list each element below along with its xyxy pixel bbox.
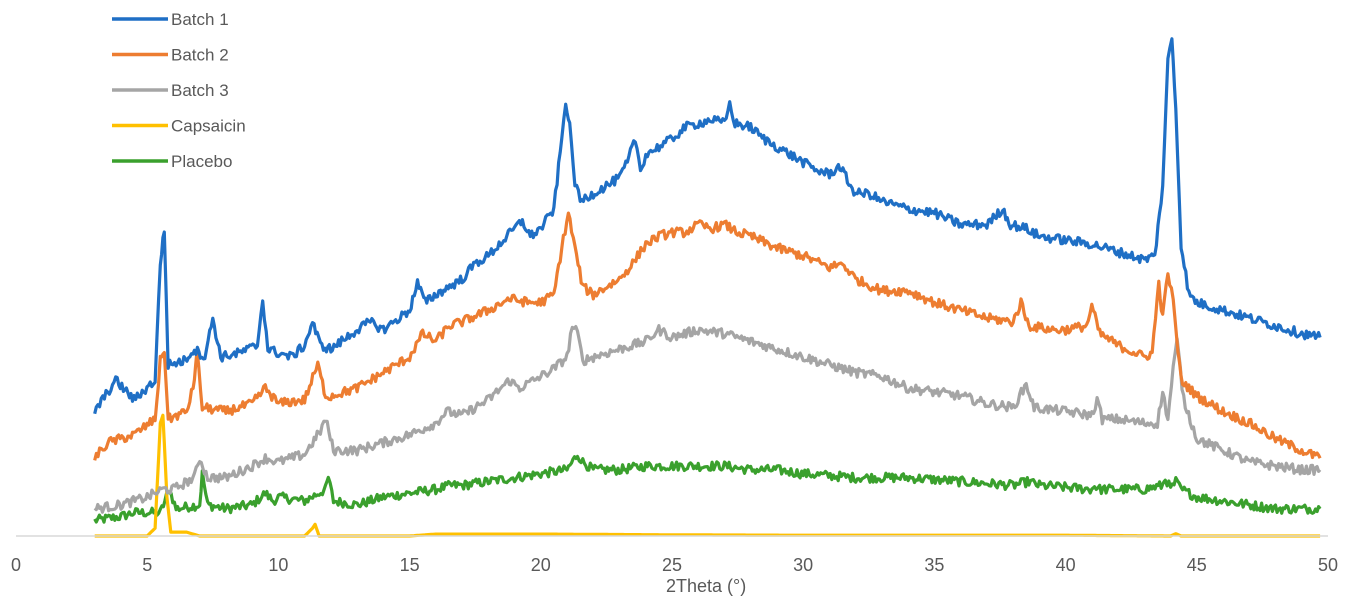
x-tick-label: 25 <box>662 555 682 575</box>
x-tick-label: 50 <box>1318 555 1338 575</box>
x-tick-label: 0 <box>11 555 21 575</box>
series-line-placebo <box>93 454 1322 524</box>
x-axis-title: 2Theta (°) <box>666 576 746 596</box>
x-axis-tick-labels: 0 5 10 15 20 25 30 35 40 45 50 <box>11 555 1338 575</box>
legend-label: Capsaicin <box>171 117 246 136</box>
legend-label: Batch 1 <box>171 10 229 29</box>
series-line-capsaicin <box>94 413 1321 538</box>
legend-label: Placebo <box>171 152 232 171</box>
x-tick-label: 45 <box>1187 555 1207 575</box>
x-tick-label: 30 <box>793 555 813 575</box>
plot-area <box>93 37 1322 538</box>
x-tick-label: 20 <box>531 555 551 575</box>
legend-label: Batch 3 <box>171 81 229 100</box>
series-line-batch-3 <box>93 324 1322 514</box>
x-tick-label: 10 <box>268 555 288 575</box>
legend: Batch 1 Batch 2 Batch 3 Capsaicin Placebo <box>112 10 246 171</box>
x-tick-label: 40 <box>1056 555 1076 575</box>
x-tick-label: 35 <box>924 555 944 575</box>
series-line-batch-2 <box>93 211 1322 461</box>
x-tick-label: 15 <box>400 555 420 575</box>
x-tick-label: 5 <box>142 555 152 575</box>
legend-label: Batch 2 <box>171 46 229 65</box>
series-line-batch-1 <box>93 37 1322 415</box>
